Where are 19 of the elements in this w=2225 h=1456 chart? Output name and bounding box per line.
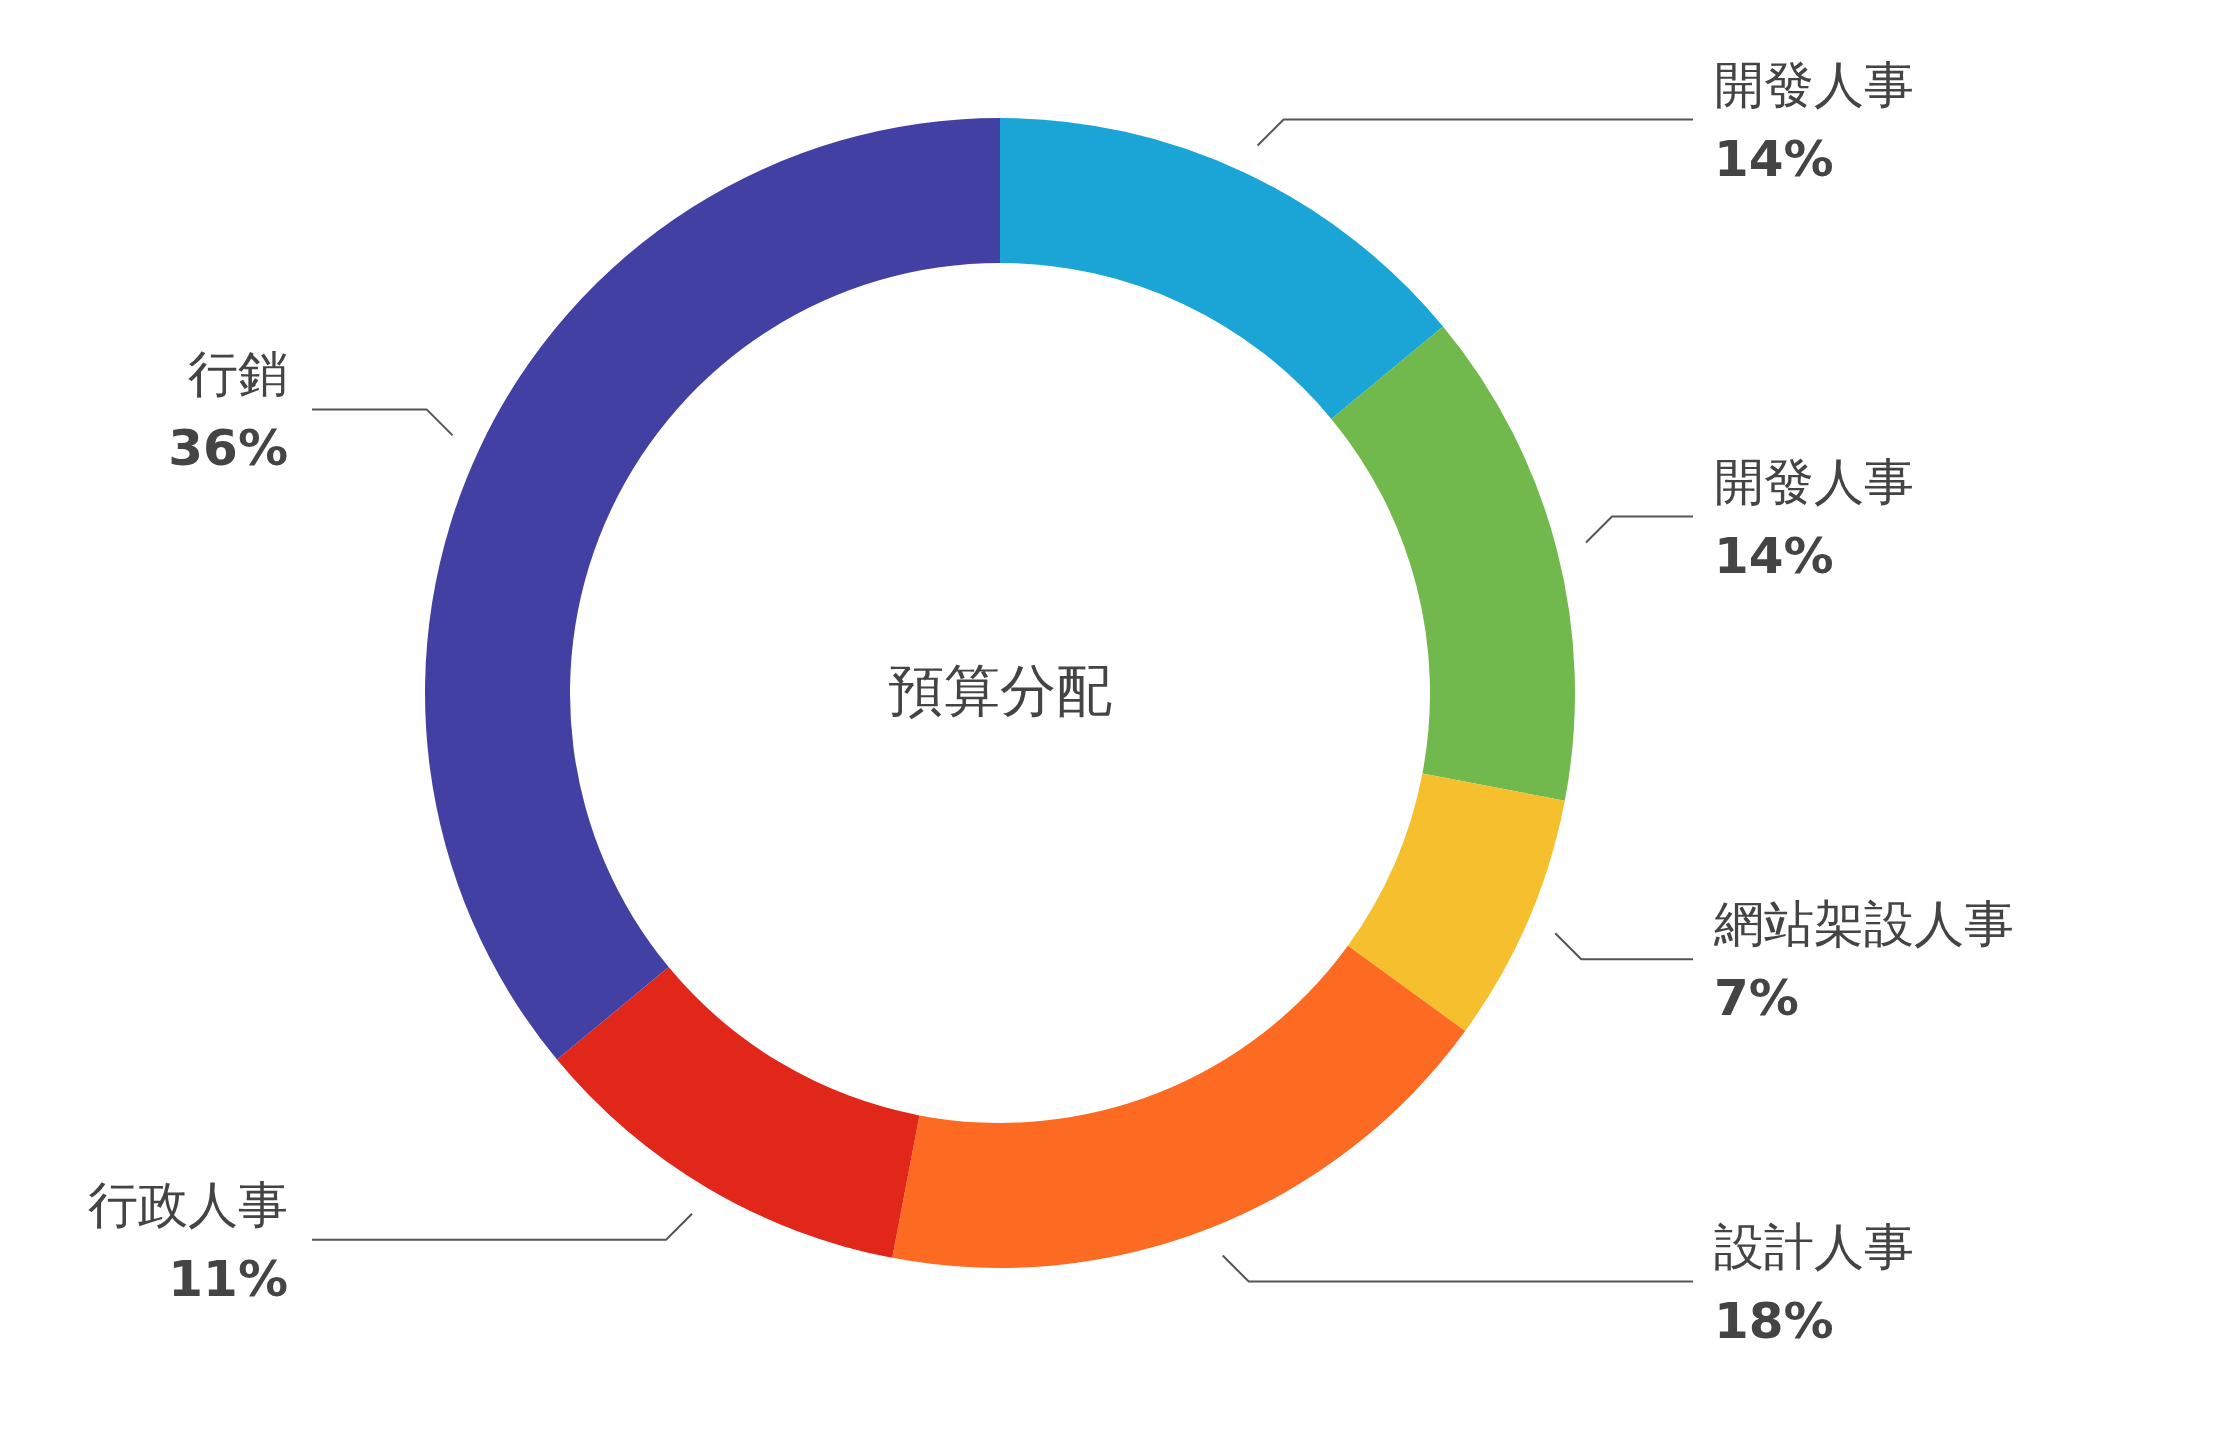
data-label: 18% (1714, 1291, 1834, 1350)
slice-label: 開發人事 (1714, 55, 1914, 114)
data-label: 7% (1714, 969, 1799, 1028)
data-label: 14% (1714, 526, 1834, 585)
data-label: 36% (168, 419, 288, 478)
data-label: 14% (1714, 129, 1834, 188)
slice-label: 行政人事 (88, 1175, 288, 1234)
slice-label: 網站架設人事 (1713, 895, 2014, 954)
donut-slice (1331, 326, 1574, 801)
slice-label: 行銷 (188, 345, 288, 404)
slice-label: 設計人事 (1714, 1217, 1914, 1276)
donut-slice (426, 118, 1000, 1060)
donut-slice (892, 945, 1466, 1267)
slice-label: 開發人事 (1714, 452, 1914, 511)
text: 預算分配 (888, 658, 1112, 723)
data-label: 11% (168, 1249, 288, 1308)
donut-slice (556, 967, 920, 1258)
donut-slice (1347, 773, 1565, 1031)
donut-slice (1000, 118, 1444, 419)
